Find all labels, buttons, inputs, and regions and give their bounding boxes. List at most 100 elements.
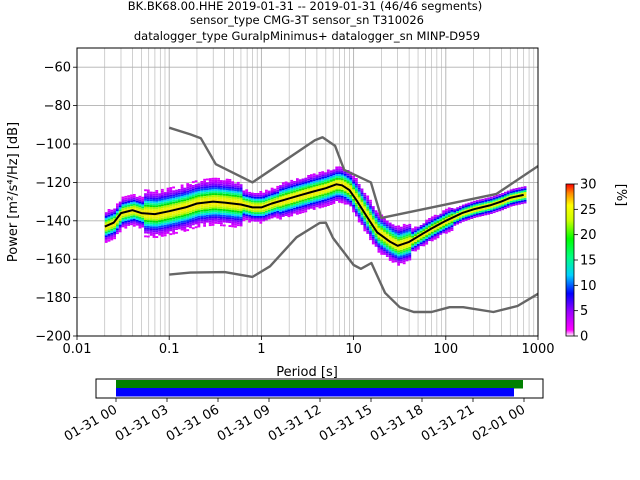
heatmap-cell	[340, 182, 344, 185]
heatmap-cell	[118, 209, 122, 212]
heatmap-cell	[470, 205, 474, 208]
heatmap-cell	[104, 219, 108, 222]
heatmap-cell	[408, 223, 412, 226]
heatmap-cell	[326, 169, 330, 172]
heatmap-cell	[245, 198, 249, 201]
heatmap-cell	[402, 223, 406, 226]
heatmap-cell	[414, 234, 417, 236]
heatmap-cell	[197, 225, 201, 228]
heatmap-cell	[248, 191, 251, 194]
heatmap-cell	[338, 187, 341, 190]
heatmap-cell	[194, 197, 198, 200]
heatmap-cell	[281, 215, 285, 217]
heatmap-cell	[335, 191, 339, 194]
chart-title-line2: sensor_type CMG-3T sensor_sn T310026	[190, 13, 424, 27]
heatmap-cell	[144, 189, 147, 192]
heatmap-cell	[332, 196, 336, 199]
heatmap-cell	[296, 187, 299, 190]
heatmap-cell	[211, 208, 215, 211]
heatmap-cell	[366, 203, 370, 206]
heatmap-cell	[234, 191, 237, 194]
heatmap-cell	[428, 235, 431, 238]
heatmap-cell	[231, 217, 235, 220]
heatmap-cell	[357, 187, 361, 190]
heatmap-cell	[206, 218, 209, 221]
heatmap-cell	[430, 216, 434, 219]
heatmap-cell	[304, 179, 308, 182]
heatmap-cell	[363, 202, 367, 205]
heatmap-cell	[430, 231, 434, 234]
heatmap-cell	[231, 185, 235, 187]
x-tick-label: 10	[345, 342, 362, 357]
heatmap-cell	[388, 232, 392, 235]
heatmap-cell	[155, 232, 159, 235]
heatmap-cell	[163, 234, 167, 237]
heatmap-cell	[296, 205, 299, 207]
heatmap-cell	[433, 218, 437, 221]
heatmap-cell	[138, 207, 142, 210]
heatmap-cell	[520, 186, 524, 189]
heatmap-cell	[152, 226, 156, 229]
heatmap-cell	[352, 193, 355, 196]
heatmap-cell	[276, 199, 280, 202]
heatmap-cell	[301, 209, 305, 212]
heatmap-cell	[293, 207, 296, 210]
heatmap-cell	[270, 212, 274, 215]
heatmap-cell	[436, 230, 440, 233]
heatmap-cell	[298, 212, 302, 214]
heatmap-cell	[447, 230, 451, 233]
heatmap-cell	[217, 218, 220, 221]
heatmap-cell	[436, 236, 440, 239]
heatmap-cell	[276, 212, 280, 215]
heatmap-cell	[152, 218, 156, 221]
heatmap-cell	[360, 194, 364, 197]
heatmap-cell	[130, 217, 133, 220]
heatmap-cell	[276, 197, 280, 200]
heatmap-cell	[242, 190, 246, 193]
heatmap-cell	[363, 216, 367, 218]
heatmap-cell	[312, 179, 316, 182]
heatmap-cell	[206, 197, 209, 200]
heatmap-cell	[270, 187, 274, 190]
heatmap-cell	[385, 243, 389, 246]
heatmap-cell	[380, 229, 384, 232]
heatmap-cell	[211, 191, 215, 194]
heatmap-cell	[256, 219, 260, 222]
heatmap-cell	[152, 193, 156, 196]
heatmap-cell	[475, 205, 479, 208]
heatmap-cell	[203, 217, 206, 220]
heatmap-cell	[262, 215, 265, 218]
heatmap-cell	[506, 192, 510, 195]
heatmap-cell	[152, 199, 156, 202]
heatmap-cell	[506, 196, 510, 199]
heatmap-cell	[484, 213, 488, 216]
heatmap-cell	[270, 195, 274, 198]
heatmap-cell	[265, 207, 268, 209]
heatmap-cell	[315, 197, 319, 200]
heatmap-cell	[298, 190, 302, 193]
heatmap-cell	[402, 239, 406, 242]
heatmap-cell	[208, 220, 212, 223]
heatmap-cell	[281, 197, 285, 200]
heatmap-cell	[523, 199, 527, 202]
heatmap-cell	[265, 195, 268, 198]
heatmap-cell	[146, 197, 150, 200]
heatmap-cell	[523, 190, 527, 192]
heatmap-cell	[251, 202, 254, 205]
heatmap-cell	[490, 212, 493, 214]
heatmap-cell	[177, 219, 181, 222]
heatmap-cell	[253, 210, 257, 213]
heatmap-cell	[276, 187, 280, 190]
heatmap-cell	[208, 218, 212, 221]
heatmap-cell	[349, 189, 353, 191]
heatmap-cell	[189, 210, 192, 213]
heatmap-cell	[366, 214, 370, 217]
heatmap-cell	[357, 220, 361, 223]
heatmap-cell	[478, 199, 482, 202]
heatmap-cell	[419, 230, 423, 233]
heatmap-cell	[326, 177, 330, 180]
heatmap-cell	[445, 224, 448, 226]
heatmap-cell	[253, 217, 257, 220]
heatmap-cell	[135, 202, 139, 205]
heatmap-cell	[355, 201, 358, 203]
